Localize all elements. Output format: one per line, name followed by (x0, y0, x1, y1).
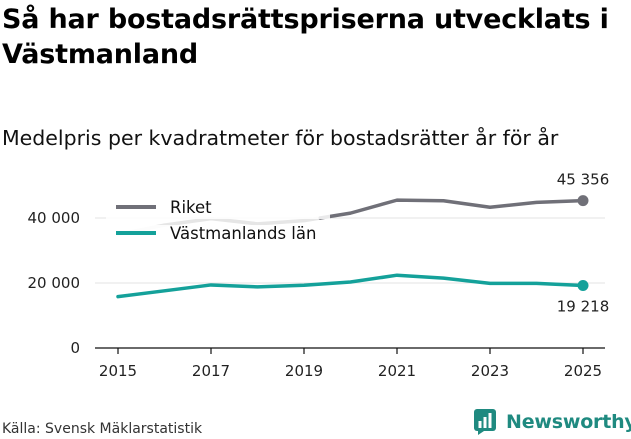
chart-title: Så har bostadsrättspriserna utvecklats i… (2, 4, 609, 70)
brand-name: Newsworthy (506, 411, 631, 433)
vastmanland-end-point (577, 280, 589, 292)
riket-end-point (577, 195, 589, 207)
y-tick-label: 0 (70, 339, 80, 357)
data-label: 19 218 (557, 298, 610, 316)
source-note: Källa: Svensk Mäklarstatistik (2, 421, 203, 437)
data-label: 45 356 (557, 171, 610, 189)
vastmanland-line (116, 273, 585, 299)
chart-labels: 0 20 000 40 000 2015 2017 2019 2021 2023 2025 45 … (28, 171, 610, 380)
x-tick-label: 2017 (192, 362, 230, 380)
legend-label-riket: Riket (170, 198, 212, 217)
newsworthy-chart-icon (474, 409, 496, 435)
riket-line (318, 198, 585, 220)
legend-bg (106, 225, 330, 245)
end-points (577, 195, 589, 292)
x-tick-label: 2023 (471, 362, 509, 380)
x-tick-label: 2015 (99, 362, 137, 380)
chart-subtitle: Medelpris per kvadratmeter för bostadsrä… (2, 126, 559, 150)
legend-bg (106, 199, 330, 219)
newsworthy-logo[interactable]: Newsworthy (474, 406, 631, 438)
legend-label-vastmanland: Västmanlands län (170, 224, 316, 243)
x-tick-label: 2021 (378, 362, 416, 380)
x-tick-label: 2019 (285, 362, 323, 380)
y-tick-label: 20 000 (28, 274, 81, 292)
chart-legend: Riket Västmanlands län (106, 198, 330, 245)
x-tick-label: 2025 (564, 362, 602, 380)
line-chart: 0 20 000 40 000 2015 2017 2019 2021 2023 2025 45 … (28, 171, 610, 380)
y-tick-label: 40 000 (28, 209, 81, 227)
